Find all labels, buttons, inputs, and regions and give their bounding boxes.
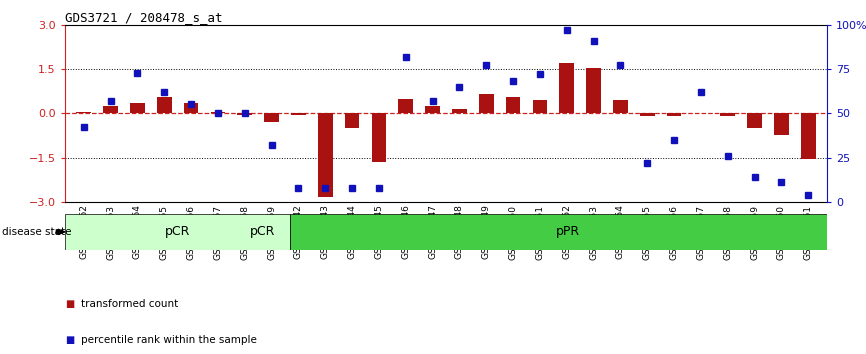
Bar — [667, 113, 682, 116]
Bar — [184, 103, 198, 113]
Bar — [237, 113, 252, 115]
Bar — [372, 113, 386, 162]
Bar — [210, 112, 225, 113]
Bar — [747, 113, 762, 128]
Text: GDS3721 / 208478_s_at: GDS3721 / 208478_s_at — [65, 11, 223, 24]
Bar — [452, 109, 467, 113]
Text: transformed count: transformed count — [81, 299, 178, 309]
Bar — [640, 113, 655, 116]
Bar — [801, 113, 816, 159]
Bar — [398, 98, 413, 113]
Text: pPR: pPR — [556, 225, 580, 238]
Bar — [76, 112, 91, 113]
Bar — [613, 100, 628, 113]
Text: percentile rank within the sample: percentile rank within the sample — [81, 335, 256, 345]
Text: disease state: disease state — [2, 227, 71, 237]
Bar — [586, 68, 601, 113]
Bar — [479, 94, 494, 113]
Bar — [506, 97, 520, 113]
Bar — [345, 113, 359, 128]
Text: ■: ■ — [65, 335, 74, 345]
Text: pCR: pCR — [249, 225, 275, 238]
Bar — [130, 103, 145, 113]
Bar — [318, 113, 333, 198]
Bar — [774, 113, 789, 136]
Text: ■: ■ — [65, 299, 74, 309]
Text: pCR: pCR — [165, 225, 191, 238]
Bar — [103, 106, 118, 113]
Bar — [291, 113, 306, 115]
Bar — [264, 113, 279, 122]
Bar — [65, 214, 290, 250]
Bar — [290, 214, 854, 250]
Bar — [559, 63, 574, 113]
Bar — [425, 106, 440, 113]
Bar — [533, 100, 547, 113]
Bar — [157, 97, 171, 113]
Bar — [721, 113, 735, 116]
